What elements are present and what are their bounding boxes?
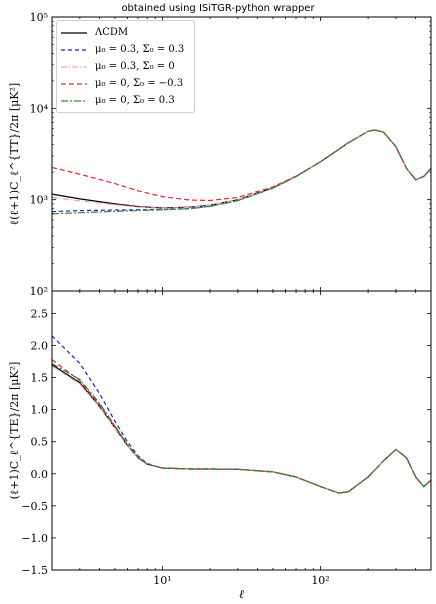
te-series-4: [52, 362, 431, 494]
legend-entry: μ₀ = 0, Σ₀ = −0.3: [61, 75, 190, 92]
legend-label: μ₀ = 0, Σ₀ = 0.3: [95, 95, 175, 106]
tt-ytick-label: 10³: [30, 194, 48, 207]
legend-swatch: [61, 48, 87, 51]
legend-swatch: [61, 65, 87, 68]
te-series-0: [52, 364, 431, 494]
tt-y-axis-label: ℓ(ℓ+1)C_ℓ^{TT}/2π [μK²]: [8, 83, 21, 225]
te-ytick-label: −1.5: [21, 564, 48, 577]
tt-series-4: [52, 129, 431, 215]
legend-swatch: [61, 99, 87, 102]
legend-swatch: [61, 31, 87, 34]
legend-label: μ₀ = 0, Σ₀ = −0.3: [95, 78, 184, 89]
te-series-3: [52, 359, 431, 494]
legend: ΛCDM μ₀ = 0.3, Σ₀ = 0.3 μ₀ = 0.3, Σ₀ = 0 μ₀…: [56, 20, 195, 113]
te-ytick-label: 0.5: [31, 436, 49, 449]
te-ytick-label: 1.0: [31, 404, 49, 417]
legend-entry: μ₀ = 0, Σ₀ = 0.3: [61, 92, 190, 109]
x-axis-label: ℓ: [239, 587, 244, 601]
te-ytick-label: 0.0: [31, 468, 49, 481]
te-xtick-label: 10²: [311, 574, 329, 587]
legend-entry: ΛCDM: [61, 24, 190, 41]
te-series-2: [52, 365, 431, 494]
te-ytick-label: −1.0: [21, 532, 48, 545]
te-ytick-label: −0.5: [21, 500, 48, 513]
tt-series-1: [52, 129, 431, 213]
legend-swatch: [61, 82, 87, 85]
te-ytick-label: 2.5: [31, 307, 49, 320]
legend-entry: μ₀ = 0.3, Σ₀ = 0.3: [61, 41, 190, 58]
te-ytick-label: 1.5: [31, 372, 49, 385]
legend-label: ΛCDM: [95, 27, 129, 38]
legend-label: μ₀ = 0.3, Σ₀ = 0.3: [95, 44, 185, 55]
tt-ytick-label: 10⁵: [30, 11, 48, 24]
legend-entry: μ₀ = 0.3, Σ₀ = 0: [61, 58, 190, 75]
te-axes-frame: [51, 290, 432, 571]
tt-ytick-label: 10²: [30, 285, 48, 298]
legend-label: μ₀ = 0.3, Σ₀ = 0: [95, 61, 175, 72]
te-xtick-label: 10¹: [153, 574, 171, 587]
tt-ytick-label: 10⁴: [30, 102, 49, 115]
figure-title: obtained using ISiTGR-python wrapper: [121, 3, 315, 14]
tt-series-3: [52, 129, 431, 202]
te-y-axis-label: (ℓ+1)C_ℓ^{TE}/2π [μK²]: [8, 362, 21, 500]
te-ytick-label: 2.0: [31, 340, 49, 353]
